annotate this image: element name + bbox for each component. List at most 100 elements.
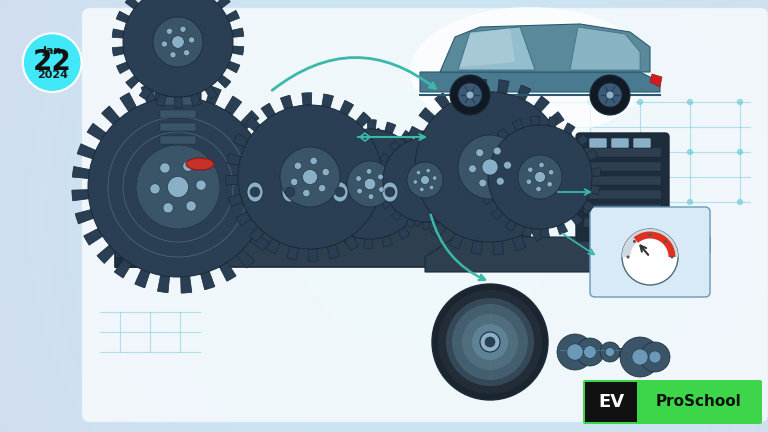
Circle shape bbox=[368, 194, 374, 200]
Polygon shape bbox=[227, 10, 240, 22]
Polygon shape bbox=[586, 149, 598, 160]
Circle shape bbox=[432, 284, 548, 400]
Polygon shape bbox=[420, 199, 432, 210]
Circle shape bbox=[462, 314, 518, 370]
Circle shape bbox=[319, 184, 326, 192]
Ellipse shape bbox=[282, 182, 298, 202]
Circle shape bbox=[536, 186, 541, 192]
Circle shape bbox=[557, 334, 593, 370]
Ellipse shape bbox=[518, 155, 562, 199]
Polygon shape bbox=[590, 185, 600, 195]
Polygon shape bbox=[141, 84, 155, 103]
Polygon shape bbox=[570, 27, 640, 70]
Polygon shape bbox=[139, 86, 151, 100]
Polygon shape bbox=[541, 229, 549, 238]
Circle shape bbox=[588, 200, 592, 204]
Circle shape bbox=[488, 149, 492, 155]
Polygon shape bbox=[266, 195, 283, 207]
Polygon shape bbox=[376, 185, 385, 194]
Circle shape bbox=[23, 33, 81, 92]
Polygon shape bbox=[530, 225, 545, 241]
Circle shape bbox=[322, 168, 329, 176]
Polygon shape bbox=[87, 123, 106, 140]
Circle shape bbox=[737, 99, 743, 105]
FancyBboxPatch shape bbox=[155, 64, 201, 165]
Polygon shape bbox=[512, 119, 523, 130]
Polygon shape bbox=[240, 111, 259, 129]
Circle shape bbox=[637, 99, 643, 105]
Circle shape bbox=[161, 41, 167, 47]
Polygon shape bbox=[416, 207, 432, 222]
Bar bbox=[584, 190, 661, 199]
Circle shape bbox=[180, 26, 186, 32]
Polygon shape bbox=[217, 0, 230, 8]
Polygon shape bbox=[101, 106, 120, 124]
Polygon shape bbox=[459, 151, 468, 161]
FancyBboxPatch shape bbox=[474, 226, 486, 238]
Bar bbox=[584, 148, 661, 157]
Circle shape bbox=[468, 165, 476, 173]
Polygon shape bbox=[435, 93, 450, 109]
FancyBboxPatch shape bbox=[576, 133, 669, 241]
Circle shape bbox=[480, 332, 500, 352]
Polygon shape bbox=[308, 158, 319, 169]
Circle shape bbox=[590, 75, 630, 115]
Circle shape bbox=[476, 149, 484, 156]
Polygon shape bbox=[479, 178, 488, 187]
Circle shape bbox=[637, 200, 643, 204]
Circle shape bbox=[479, 179, 487, 187]
Circle shape bbox=[184, 50, 190, 56]
Polygon shape bbox=[237, 212, 251, 226]
FancyBboxPatch shape bbox=[82, 8, 768, 422]
Polygon shape bbox=[460, 197, 470, 207]
Polygon shape bbox=[72, 166, 90, 178]
Polygon shape bbox=[498, 80, 509, 94]
Polygon shape bbox=[260, 215, 279, 230]
Polygon shape bbox=[267, 173, 284, 184]
Polygon shape bbox=[455, 172, 590, 182]
Ellipse shape bbox=[123, 0, 233, 97]
Ellipse shape bbox=[383, 138, 467, 222]
Text: Jan: Jan bbox=[42, 47, 62, 57]
Ellipse shape bbox=[458, 135, 522, 199]
Polygon shape bbox=[505, 219, 516, 231]
Ellipse shape bbox=[88, 97, 268, 277]
Circle shape bbox=[584, 346, 596, 358]
Polygon shape bbox=[84, 229, 103, 245]
Polygon shape bbox=[348, 121, 358, 133]
Circle shape bbox=[183, 161, 193, 171]
Polygon shape bbox=[398, 227, 410, 239]
Polygon shape bbox=[200, 271, 215, 290]
Circle shape bbox=[310, 157, 317, 165]
Polygon shape bbox=[280, 95, 293, 110]
Polygon shape bbox=[306, 178, 316, 187]
Polygon shape bbox=[380, 153, 390, 163]
Circle shape bbox=[366, 168, 372, 174]
Polygon shape bbox=[327, 245, 339, 259]
Polygon shape bbox=[232, 28, 243, 37]
Circle shape bbox=[150, 184, 160, 194]
Polygon shape bbox=[480, 159, 490, 169]
Ellipse shape bbox=[410, 7, 650, 137]
Circle shape bbox=[622, 229, 678, 285]
Polygon shape bbox=[286, 246, 298, 260]
Circle shape bbox=[493, 147, 501, 155]
Ellipse shape bbox=[407, 162, 443, 198]
Circle shape bbox=[189, 37, 194, 43]
Polygon shape bbox=[174, 97, 183, 108]
Ellipse shape bbox=[364, 178, 376, 190]
Text: 22: 22 bbox=[33, 48, 71, 76]
Text: 2024: 2024 bbox=[37, 70, 68, 80]
Bar bbox=[584, 218, 661, 227]
Ellipse shape bbox=[415, 92, 565, 242]
Ellipse shape bbox=[186, 158, 214, 170]
FancyBboxPatch shape bbox=[589, 138, 607, 148]
Polygon shape bbox=[557, 223, 568, 235]
Circle shape bbox=[640, 342, 670, 372]
Circle shape bbox=[539, 162, 545, 168]
Circle shape bbox=[687, 99, 693, 105]
Circle shape bbox=[250, 187, 260, 197]
Ellipse shape bbox=[238, 105, 382, 249]
Polygon shape bbox=[557, 194, 572, 208]
Circle shape bbox=[488, 200, 492, 204]
